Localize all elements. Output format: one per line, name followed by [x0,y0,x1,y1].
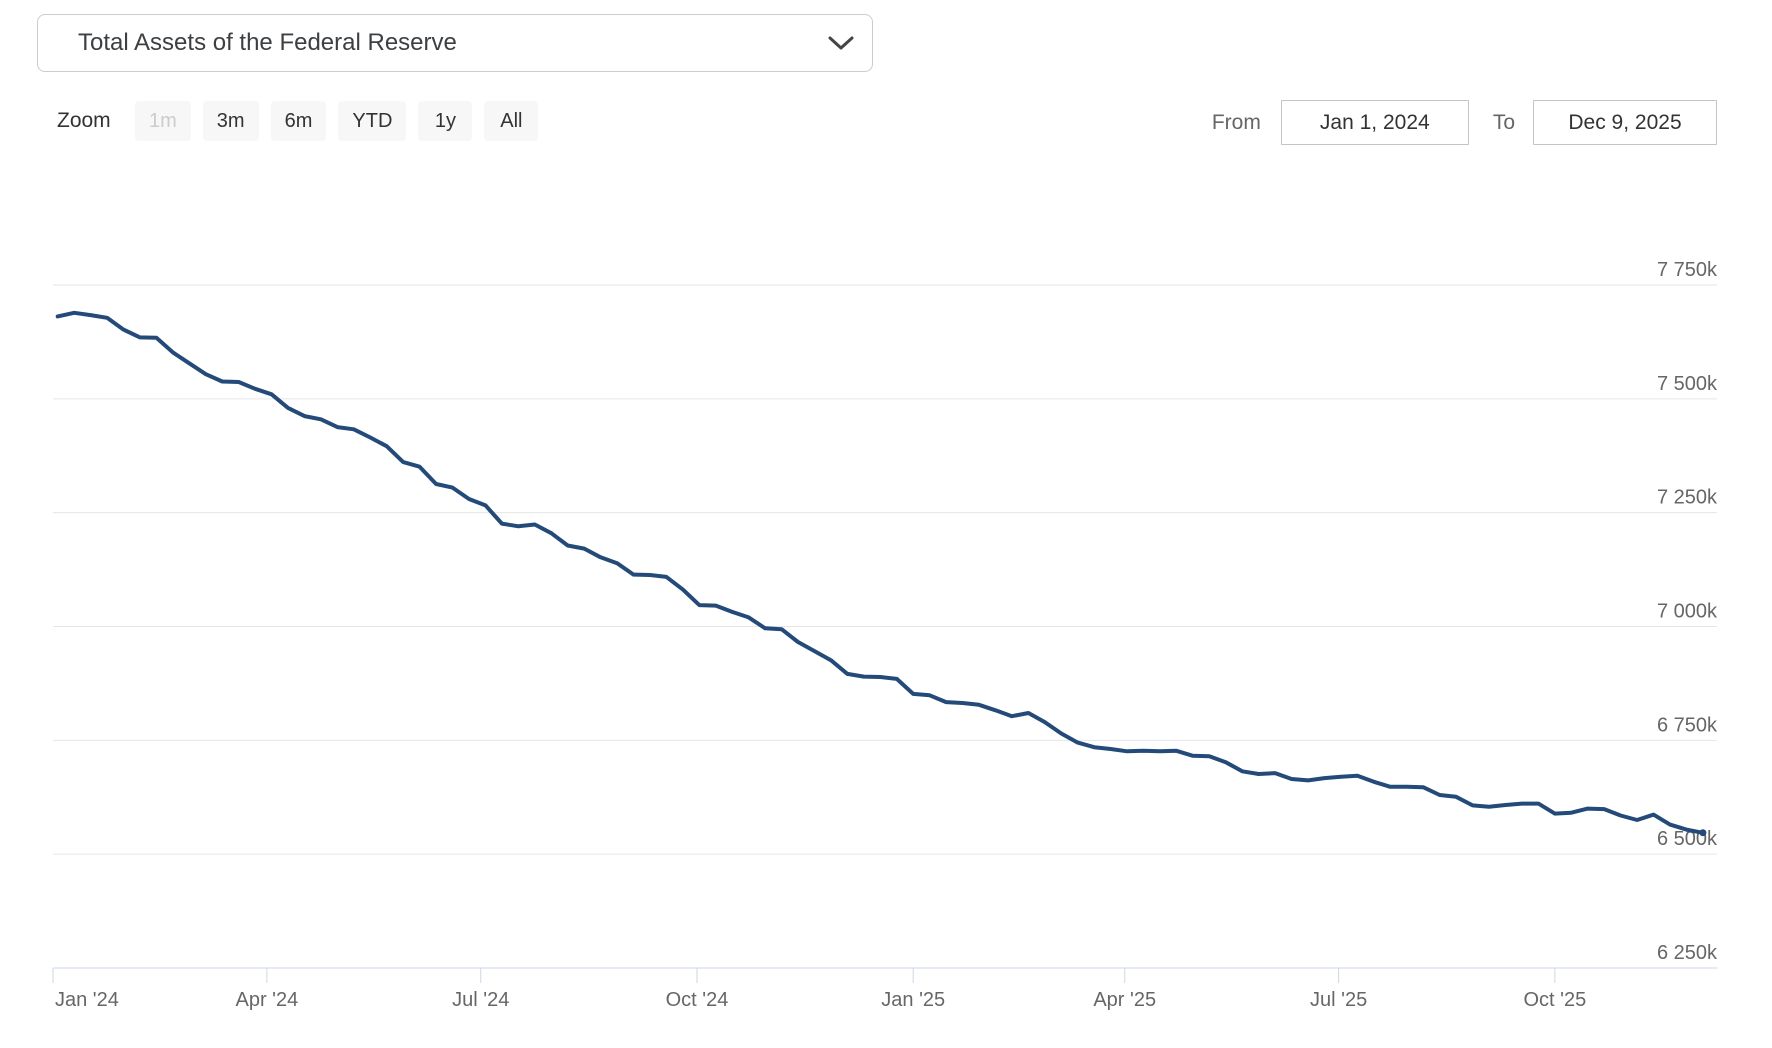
series-line [55,310,1705,835]
to-label: To [1492,110,1515,134]
x-axis-label: Oct '24 [666,989,729,1011]
series-select-value: Total Assets of the Federal Reserve [78,29,457,56]
x-axis-label: Jan '24 [55,989,119,1011]
to-date-input[interactable]: Dec 9, 2025 [1533,100,1717,145]
from-label: From [1211,110,1261,134]
from-date-input[interactable]: Jan 1, 2024 [1280,100,1469,145]
zoom-button-1m[interactable]: 1m [135,101,191,141]
x-axis-label: Jan '25 [881,989,945,1011]
x-axis-label: Oct '25 [1523,989,1586,1011]
zoom-button-3m[interactable]: 3m [202,101,259,141]
zoom-button-1y[interactable]: 1y [418,101,473,141]
chart-toolbar: Zoom 1m 3m 6m YTD 1y All From Jan 1, 202… [0,100,1772,146]
y-axis-label: 7 250k [1657,487,1718,509]
x-axis-label: Apr '25 [1093,989,1156,1011]
zoom-range-label: Zoom [57,109,111,132]
zoom-button-6m[interactable]: 6m [270,101,327,141]
x-axis-label: Apr '24 [236,989,299,1011]
x-axis-label: Jul '25 [1310,989,1367,1011]
zoom-button-all[interactable]: All [484,101,539,141]
y-axis-label: 7 750k [1657,259,1718,281]
y-axis-label: 7 000k [1657,601,1718,623]
y-axis-label: 6 250k [1657,942,1718,964]
y-axis-label: 7 500k [1657,373,1718,395]
x-axis-label: Jul '24 [452,989,509,1011]
zoom-button-group: 1m 3m 6m YTD 1y All [135,101,539,141]
zoom-button-ytd[interactable]: YTD [338,101,407,141]
y-axis-label: 6 750k [1657,714,1718,736]
series-last-point-marker [1699,829,1707,837]
chevron-down-icon [828,36,854,55]
series-select[interactable]: Total Assets of the Federal Reserve [37,14,873,72]
date-range-controls: From Jan 1, 2024 To Dec 9, 2025 [1212,100,1717,145]
